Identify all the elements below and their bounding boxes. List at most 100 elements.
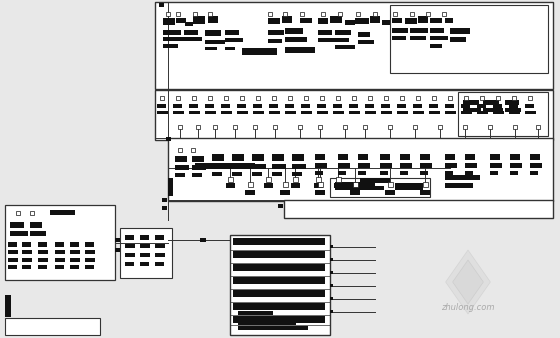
Bar: [463, 100, 479, 105]
Bar: [238, 311, 273, 315]
Bar: [237, 111, 248, 114]
Bar: [445, 183, 473, 188]
Bar: [242, 48, 277, 55]
Bar: [525, 111, 536, 114]
Bar: [264, 183, 273, 188]
Bar: [315, 176, 320, 182]
Bar: [318, 30, 332, 35]
Bar: [335, 45, 355, 49]
Bar: [392, 36, 406, 40]
Bar: [268, 12, 272, 16]
Bar: [193, 16, 205, 24]
Bar: [70, 258, 80, 262]
Bar: [410, 28, 428, 33]
Bar: [330, 310, 333, 313]
Polygon shape: [446, 250, 491, 314]
Bar: [330, 258, 333, 261]
Bar: [464, 96, 468, 100]
Bar: [280, 190, 290, 195]
Bar: [233, 125, 237, 129]
Bar: [358, 171, 366, 175]
Bar: [513, 125, 517, 129]
Bar: [405, 18, 417, 24]
Bar: [70, 265, 79, 269]
Bar: [233, 290, 325, 297]
Bar: [30, 231, 46, 236]
Bar: [442, 12, 446, 16]
Bar: [162, 198, 167, 202]
Bar: [381, 111, 392, 114]
Bar: [162, 206, 167, 210]
Bar: [445, 111, 456, 114]
Bar: [278, 204, 283, 208]
Bar: [318, 125, 322, 129]
Bar: [334, 183, 343, 188]
Bar: [345, 20, 355, 25]
Bar: [463, 125, 467, 129]
Bar: [221, 111, 232, 114]
Bar: [352, 182, 357, 187]
Bar: [208, 16, 218, 23]
Bar: [530, 163, 542, 168]
Bar: [208, 96, 212, 100]
Bar: [330, 245, 333, 248]
Bar: [385, 190, 395, 195]
Bar: [400, 171, 408, 175]
Bar: [238, 306, 262, 310]
Bar: [265, 176, 270, 182]
Bar: [221, 104, 230, 108]
Bar: [530, 154, 540, 160]
Bar: [318, 18, 328, 24]
Bar: [420, 154, 430, 160]
Bar: [205, 30, 221, 36]
Bar: [400, 96, 404, 100]
Bar: [245, 190, 255, 195]
Bar: [429, 111, 440, 114]
Bar: [530, 171, 538, 175]
Bar: [22, 250, 32, 254]
Bar: [483, 108, 503, 112]
Bar: [173, 104, 182, 108]
Bar: [490, 171, 498, 175]
Bar: [163, 37, 185, 41]
Bar: [70, 250, 80, 254]
Bar: [85, 250, 95, 254]
Bar: [178, 148, 182, 152]
Bar: [238, 321, 296, 325]
Bar: [50, 210, 75, 215]
Bar: [269, 104, 278, 108]
Bar: [330, 297, 333, 300]
Bar: [416, 96, 420, 100]
Bar: [380, 171, 388, 175]
Bar: [430, 28, 444, 33]
Bar: [160, 96, 164, 100]
Bar: [10, 231, 28, 236]
Bar: [338, 154, 348, 160]
Bar: [461, 111, 472, 114]
Bar: [410, 36, 426, 40]
Bar: [193, 12, 197, 16]
Bar: [352, 96, 356, 100]
Bar: [445, 175, 480, 180]
Bar: [384, 96, 388, 100]
Bar: [232, 172, 242, 176]
Bar: [8, 242, 17, 247]
Bar: [382, 20, 390, 25]
Bar: [233, 238, 325, 245]
Bar: [233, 251, 325, 258]
Bar: [163, 30, 181, 35]
Bar: [233, 316, 325, 323]
Bar: [333, 104, 342, 108]
Bar: [430, 36, 448, 40]
Bar: [8, 258, 18, 262]
Bar: [304, 96, 308, 100]
Bar: [413, 111, 424, 114]
Bar: [335, 38, 349, 42]
Bar: [397, 104, 406, 108]
Bar: [125, 235, 134, 240]
Bar: [380, 154, 390, 160]
Bar: [125, 244, 135, 248]
Bar: [358, 163, 370, 168]
Bar: [509, 111, 520, 114]
Bar: [368, 96, 372, 100]
